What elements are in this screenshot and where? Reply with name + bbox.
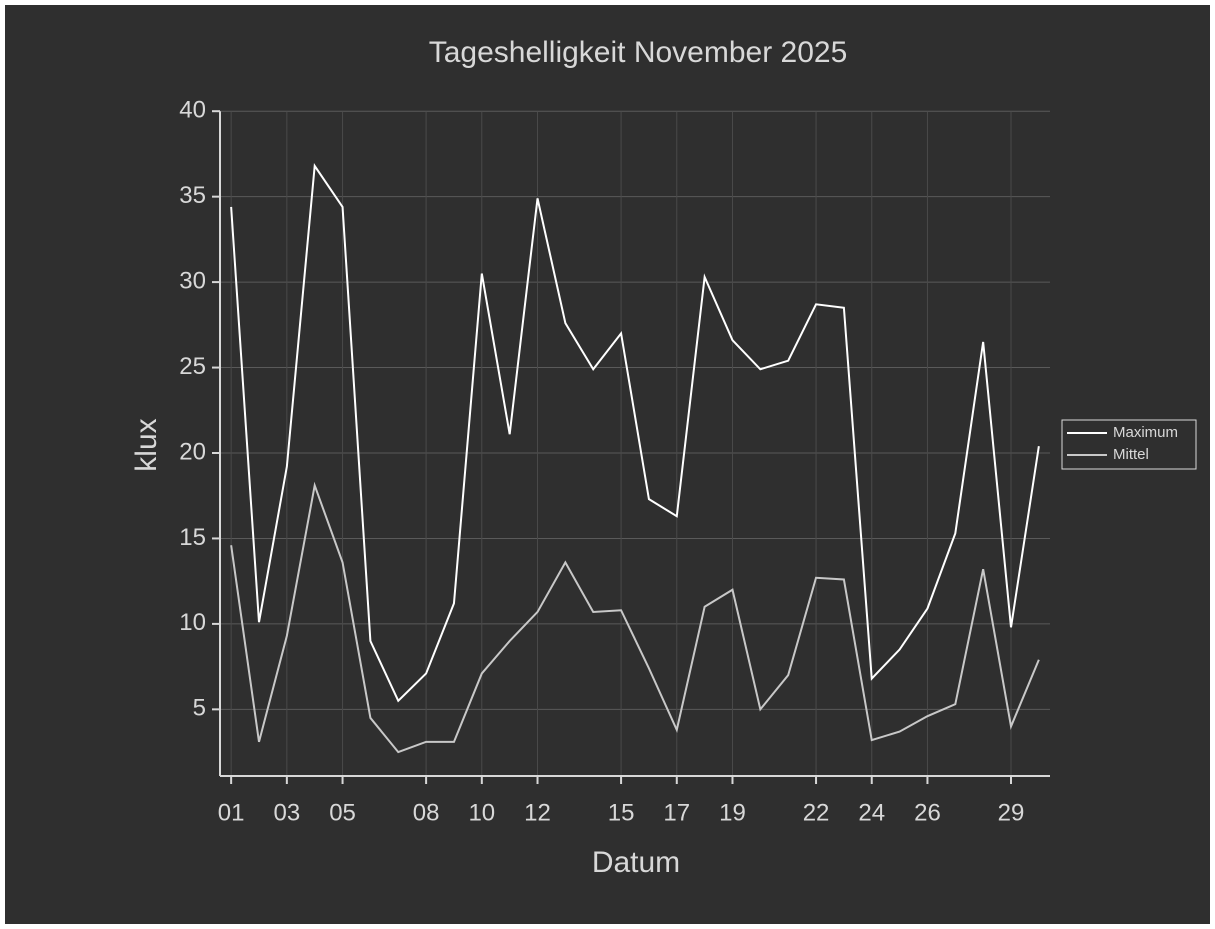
y-axis-label: klux xyxy=(130,418,163,471)
x-tick-label: 10 xyxy=(468,799,495,826)
data-line xyxy=(230,481,1040,754)
y-tick-label: 25 xyxy=(179,353,206,380)
y-tick-label: 30 xyxy=(179,267,206,294)
x-tick-label: 17 xyxy=(663,799,690,826)
x-tick-label: 29 xyxy=(998,799,1025,826)
x-axis-label: Datum xyxy=(592,846,680,879)
y-tick-label: 5 xyxy=(193,695,206,722)
x-tick-label: 22 xyxy=(803,799,830,826)
x-tick-label: 05 xyxy=(329,799,356,826)
legend-label: Maximum xyxy=(1113,424,1178,441)
x-tick-label: 03 xyxy=(273,799,300,826)
x-tick-label: 15 xyxy=(608,799,635,826)
background xyxy=(5,5,1210,924)
x-tick-label: 26 xyxy=(914,799,941,826)
y-tick-label: 10 xyxy=(179,609,206,636)
y-tick-label: 40 xyxy=(179,97,206,124)
legend-label: Mittel xyxy=(1113,446,1149,463)
x-tick-label: 01 xyxy=(218,799,245,826)
x-tick-label: 19 xyxy=(719,799,746,826)
legend-box xyxy=(1061,419,1197,470)
x-tick-label: 24 xyxy=(858,799,885,826)
y-tick-label: 15 xyxy=(179,524,206,551)
x-tick-label: 12 xyxy=(524,799,551,826)
data-line xyxy=(230,163,1040,703)
x-tick-label: 08 xyxy=(413,799,440,826)
y-tick-label: 35 xyxy=(179,182,206,209)
chart-title: Tageshelligkeit November 2025 xyxy=(429,36,848,69)
y-tick-label: 20 xyxy=(179,438,206,465)
